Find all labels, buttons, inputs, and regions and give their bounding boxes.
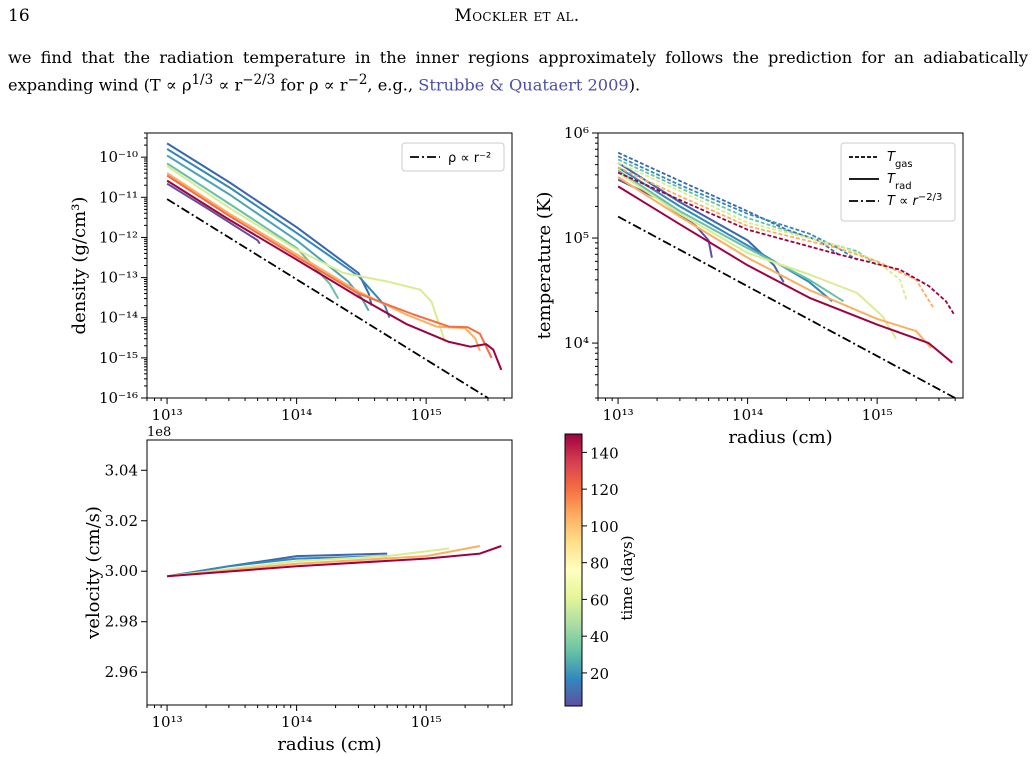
body-paragraph: we find that the radiation temperature i… xyxy=(8,46,1028,96)
velocity-series-line-3 xyxy=(167,545,481,578)
temperature-series-gas-12 xyxy=(617,171,955,315)
y-tick-label: 10⁻¹² xyxy=(99,228,138,246)
density-series-line-3 xyxy=(166,154,370,312)
exponent: −2/3 xyxy=(242,72,276,88)
y-tick-label: 10⁻¹¹ xyxy=(99,188,138,206)
colorbar-tick-label: 60 xyxy=(590,591,609,609)
velocity-series-line-4 xyxy=(167,545,502,578)
velocity-series-line-2 xyxy=(166,547,450,578)
temperature-plot-area xyxy=(617,151,956,398)
density-series-line-8 xyxy=(166,179,503,371)
temperature-series-rad-1 xyxy=(617,161,785,283)
density-y-axis-label: density (g/cm³) xyxy=(69,197,90,335)
y-tick-label: 10⁻¹⁵ xyxy=(99,349,138,367)
page-number: 16 xyxy=(8,6,30,26)
y-tick-label: 10⁵ xyxy=(564,229,589,247)
velocity-y-axis-label: velocity (cm/s) xyxy=(83,506,104,640)
density-series-line-2 xyxy=(166,148,391,319)
y-tick-label: 3.04 xyxy=(105,461,138,479)
temperature-series-rad-4 xyxy=(617,171,897,340)
y-tick-label: 10⁻¹⁰ xyxy=(99,148,138,166)
temperature-panel: 10¹³ 10¹⁴ 10¹⁵ 10⁴ 10⁵ 10⁶ temperature (K) radi… xyxy=(534,124,964,448)
paragraph-text: ∝ r xyxy=(213,75,243,95)
x-tick-label: 10¹⁵ xyxy=(862,406,893,424)
temperature-y-axis-label: temperature (K) xyxy=(534,192,555,340)
temperature-series-rad-0 xyxy=(617,178,713,258)
x-tick-label: 10¹⁵ xyxy=(411,406,442,424)
colorbar-gradient xyxy=(564,433,583,707)
citation-link[interactable]: Strubbe & Quataert 2009 xyxy=(418,75,629,95)
x-tick-label: 10¹³ xyxy=(603,406,634,424)
velocity-x-axis-label: radius (cm) xyxy=(277,734,381,755)
x-tick-label: 10¹⁵ xyxy=(411,713,442,731)
colorbar-label: time (days) xyxy=(618,535,636,620)
y-tick-label: 10⁻¹⁴ xyxy=(99,309,138,327)
temperature-series-gas-7 xyxy=(617,151,839,256)
density-legend: ρ ∝ r⁻² xyxy=(401,142,505,172)
temperature-series-rad-3 xyxy=(617,169,845,303)
y-tick-label: 10⁶ xyxy=(564,124,589,142)
density-series-line-7 xyxy=(166,174,493,359)
velocity-panel: 10¹³ 10¹⁴ 10¹⁵ 2.96 2.98 3.00 3.02 3.04 1e8 veloc… xyxy=(83,425,513,755)
reference-line xyxy=(166,198,489,398)
temperature-series-rad-6 xyxy=(617,185,953,364)
y-offset-label: 1e8 xyxy=(147,425,171,440)
running-head: Mockler et al. xyxy=(454,6,580,26)
y-tick-label: 10⁻¹⁶ xyxy=(99,389,138,407)
x-tick-label: 10¹³ xyxy=(152,406,183,424)
exponent: −2 xyxy=(347,72,368,88)
reference-line xyxy=(617,215,956,398)
x-tick-label: 10¹⁴ xyxy=(732,406,763,424)
temperature-series-gas-9 xyxy=(617,158,878,267)
y-tick-label: 2.98 xyxy=(105,613,138,631)
legend-box xyxy=(401,142,505,172)
velocity-axes-frame xyxy=(146,439,513,706)
colorbar: 20 40 60 80 100 120 140 time (days) xyxy=(564,433,636,707)
temperature-axes-frame xyxy=(597,132,964,399)
velocity-plot-area xyxy=(166,545,502,578)
temperature-series-rad-5 xyxy=(617,176,932,349)
x-tick-label: 10¹⁴ xyxy=(281,713,312,731)
density-plot-area xyxy=(166,142,503,398)
temperature-series-gas-10 xyxy=(617,161,908,302)
y-tick-label: 10⁻¹³ xyxy=(99,269,138,287)
paragraph-text: , e.g., xyxy=(367,75,419,95)
velocity-series-line-1 xyxy=(166,555,388,578)
y-tick-label: 10⁴ xyxy=(564,334,589,352)
y-tick-label: 3.00 xyxy=(105,562,138,580)
y-tick-label: 3.02 xyxy=(105,512,138,530)
exponent: 1/3 xyxy=(191,72,214,88)
colorbar-tick-label: 120 xyxy=(590,481,619,499)
colorbar-tick-label: 140 xyxy=(590,444,619,462)
legend-entry: ρ ∝ r⁻² xyxy=(448,151,491,166)
x-tick-label: 10¹⁴ xyxy=(281,406,312,424)
density-series-line-5 xyxy=(166,165,447,343)
colorbar-tick-label: 40 xyxy=(590,628,609,646)
temperature-series-gas-8 xyxy=(617,155,858,261)
density-series-line-6 xyxy=(166,172,481,352)
paragraph-text: for ρ ∝ r xyxy=(275,75,348,95)
x-tick-label: 10¹³ xyxy=(152,713,183,731)
paragraph-text: ). xyxy=(628,75,641,95)
y-tick-label: 2.96 xyxy=(105,663,138,681)
density-panel: 10¹³ 10¹⁴ 10¹⁵ 10⁻¹⁶ 10⁻¹⁵ 10⁻¹⁴ 10⁻¹³ 10⁻¹² 10⁻… xyxy=(69,132,513,424)
colorbar-tick-label: 100 xyxy=(590,518,619,536)
temperature-series-rad-2 xyxy=(617,166,833,303)
colorbar-tick-label: 20 xyxy=(590,665,609,683)
temperature-x-axis-label: radius (cm) xyxy=(728,427,832,448)
colorbar-tick-label: 80 xyxy=(590,555,609,573)
density-series-line-4 xyxy=(166,162,340,300)
paragraph-text: we find that the radiation temperature i… xyxy=(8,48,1028,95)
density-series-line-0 xyxy=(166,182,261,245)
